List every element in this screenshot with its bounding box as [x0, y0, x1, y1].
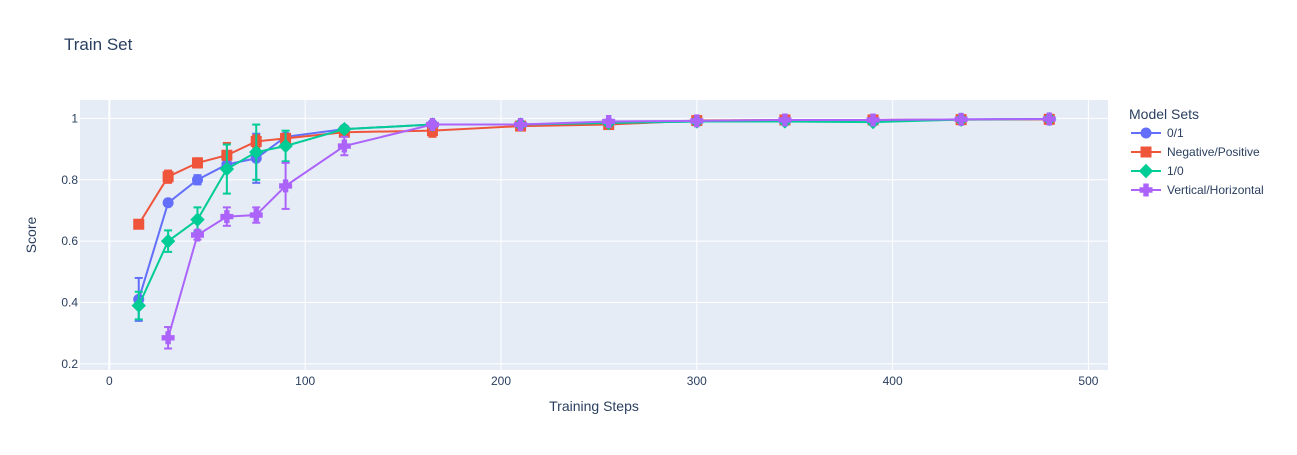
data-point — [190, 212, 205, 227]
legend-item[interactable]: Vertical/Horizontal — [1131, 183, 1264, 197]
legend-label: 0/1 — [1167, 126, 1184, 140]
legend-item[interactable]: 0/1 — [1131, 126, 1184, 140]
y-tick-label: 1 — [71, 111, 78, 125]
data-point — [514, 118, 528, 132]
data-point — [690, 114, 704, 128]
data-point — [249, 208, 263, 222]
data-point — [866, 113, 880, 127]
legend: Model Sets 0/1 Negative/Positive 1/0 Vertic… — [1129, 106, 1264, 197]
data-point — [337, 139, 351, 153]
data-point — [162, 197, 174, 209]
data-point — [190, 228, 204, 242]
data-point — [133, 218, 145, 230]
legend-marker — [1140, 146, 1152, 158]
legend-marker — [1139, 183, 1153, 197]
data-point — [219, 161, 235, 177]
data-point — [131, 298, 146, 313]
y-tick-label: 0.2 — [61, 357, 78, 371]
legend-label: 1/0 — [1167, 164, 1184, 178]
legend-marker — [1140, 127, 1152, 139]
data-point — [220, 210, 234, 224]
data-point — [337, 121, 352, 137]
grid-lines — [80, 100, 1108, 370]
data-point — [160, 233, 176, 249]
x-tick-label: 400 — [883, 374, 903, 388]
legend-label: Vertical/Horizontal — [1167, 183, 1264, 197]
chart-title: Train Set — [64, 35, 133, 54]
data-point — [191, 174, 203, 186]
data-point — [249, 144, 264, 160]
data-point — [1042, 112, 1056, 126]
x-axis-title: Training Steps — [549, 398, 639, 414]
legend-item[interactable]: 1/0 — [1131, 163, 1184, 179]
data-point — [162, 171, 174, 183]
data-point — [778, 113, 792, 127]
series-layer — [131, 111, 1057, 350]
x-tick-label: 300 — [687, 374, 707, 388]
data-point — [279, 179, 293, 193]
legend-label: Negative/Positive — [1167, 145, 1260, 159]
legend-title: Model Sets — [1129, 106, 1199, 122]
y-axis-title: Score — [23, 217, 39, 254]
x-tick-label: 0 — [106, 374, 113, 388]
data-point — [425, 118, 439, 132]
legend-item[interactable]: Negative/Positive — [1131, 145, 1260, 159]
data-point — [602, 114, 616, 128]
x-tick-label: 500 — [1078, 374, 1098, 388]
plot-area — [80, 100, 1108, 370]
data-point — [161, 331, 175, 345]
y-tick-label: 0.6 — [61, 234, 78, 248]
tick-labels: 0 100 200 300 400 500 0.2 0.4 0.6 0.8 1 — [61, 111, 1098, 388]
x-tick-label: 100 — [295, 374, 315, 388]
data-point — [278, 138, 293, 154]
y-tick-label: 0.8 — [61, 173, 78, 187]
data-point — [191, 157, 203, 169]
data-point — [954, 112, 968, 126]
y-tick-label: 0.4 — [61, 296, 78, 310]
legend-marker — [1138, 163, 1154, 179]
series-3 — [161, 112, 1056, 350]
x-tick-label: 200 — [491, 374, 511, 388]
